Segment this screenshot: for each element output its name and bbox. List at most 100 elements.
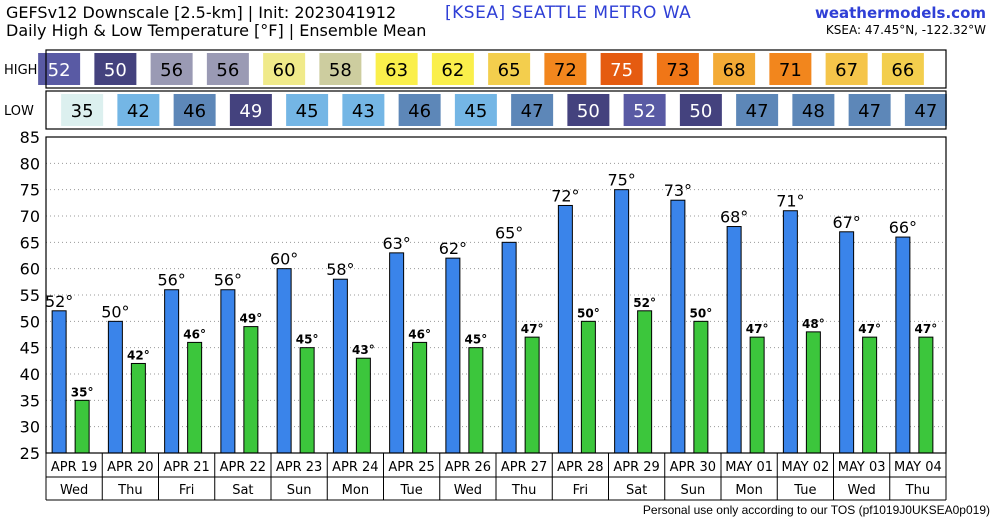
low-value-label: 45°: [296, 333, 319, 347]
low-bar: [580, 320, 596, 454]
high-value-label: 56°: [214, 271, 242, 290]
station-label: [KSEA] SEATTLE METRO WA: [445, 3, 692, 23]
title-line-1: GEFSv12 Downscale [2.5-km] | Init: 20230…: [6, 3, 397, 22]
x-tick-label-date: APR 23: [276, 460, 322, 475]
y-tick-label: 75: [20, 181, 40, 200]
x-tick-label-weekday: Thu: [117, 483, 142, 498]
x-tick-label-date: APR 25: [388, 460, 434, 475]
high-strip-frame: [45, 49, 947, 89]
x-tick-label-weekday: Sun: [287, 483, 312, 498]
x-tick-label-weekday: Thu: [511, 483, 536, 498]
high-bar: [164, 289, 180, 454]
low-cell: [454, 94, 497, 126]
high-cell-value: 56: [216, 60, 239, 81]
low-cell-value: 52: [633, 101, 656, 122]
y-tick-label: 65: [20, 233, 40, 252]
x-tick-label-date: MAY 04: [894, 460, 942, 475]
low-cell: [342, 94, 385, 126]
high-cell-value: 67: [835, 60, 858, 81]
x-tick-label-weekday: Wed: [847, 483, 875, 498]
high-value-label: 71°: [776, 192, 804, 211]
y-tick-label: 85: [20, 128, 40, 147]
high-value-label: 66°: [889, 218, 917, 237]
high-temperature-strip: HIGH 52 50 56 56 60 58 63 62 65 72 75 73 68 71 67 66: [4, 49, 947, 89]
low-value-label: 47°: [746, 322, 769, 336]
y-tick-label: 60: [20, 260, 40, 279]
high-row-label: HIGH: [4, 63, 37, 78]
x-tick-label-date: APR 30: [670, 460, 716, 475]
x-tick-label-weekday: Sat: [232, 483, 253, 498]
high-value-label: 52°: [45, 292, 73, 311]
high-cell-value: 50: [104, 60, 127, 81]
low-bar: [130, 362, 146, 454]
chart-header: GEFSv12 Downscale [2.5-km] | Init: 20230…: [0, 0, 1000, 44]
low-cell: [904, 94, 947, 126]
high-value-label: 65°: [495, 223, 523, 242]
x-tick-label-weekday: Tue: [400, 483, 423, 498]
low-bar: [468, 347, 484, 454]
high-cell: [375, 53, 418, 85]
low-cell-value: 46: [408, 101, 431, 122]
high-cell-value: 52: [48, 60, 71, 81]
plot-area: 25 30 35 40 45 50 55 60 65 70 75 80 85 52° 35° 50° 42° 56…: [20, 128, 947, 501]
low-value-label: 46°: [408, 327, 431, 341]
x-tick-label-date: APR 28: [557, 460, 603, 475]
high-cell: [488, 53, 531, 85]
high-bar: [670, 199, 686, 454]
high-cell: [263, 53, 306, 85]
low-cell: [117, 94, 160, 126]
high-value-label: 62°: [439, 239, 467, 258]
x-tick-label-date: APR 21: [163, 460, 209, 475]
site-link[interactable]: weathermodels.com: [814, 4, 986, 22]
high-cell-value: 58: [329, 60, 352, 81]
low-value-label: 47°: [521, 322, 544, 336]
low-temperature-strip: LOW 35 42 46 49 45 43 46 45 47 50 52 50 47 48 47 47: [4, 90, 947, 130]
high-bar: [501, 241, 517, 454]
x-tick-label-date: APR 24: [332, 460, 378, 475]
y-tick-label: 55: [20, 286, 40, 305]
low-bar: [412, 341, 428, 454]
low-cell-value: 47: [858, 101, 881, 122]
low-cell-value: 45: [464, 101, 487, 122]
low-bar: [243, 326, 259, 454]
low-value-label: 49°: [240, 312, 263, 326]
low-cell-value: 46: [183, 101, 206, 122]
high-bar: [895, 236, 911, 454]
high-bar: [332, 278, 348, 454]
high-cell: [713, 53, 756, 85]
high-cell: [94, 53, 137, 85]
low-cell-value: 50: [689, 101, 712, 122]
x-tick-label-weekday: Tue: [793, 483, 816, 498]
low-cell: [173, 94, 216, 126]
low-value-label: 45°: [465, 333, 488, 347]
high-cell: [825, 53, 868, 85]
high-value-label: 75°: [607, 171, 635, 190]
low-bar: [805, 331, 821, 454]
x-tick-label-weekday: Fri: [179, 483, 195, 498]
low-bar: [187, 341, 203, 454]
low-value-label: 50°: [690, 306, 713, 320]
y-tick-label: 80: [20, 154, 40, 173]
high-bar: [51, 310, 67, 454]
y-tick-label: 50: [20, 312, 40, 331]
y-tick-label: 25: [20, 444, 40, 463]
x-tick-label-date: APR 27: [501, 460, 547, 475]
high-cell: [150, 53, 193, 85]
high-bar: [107, 320, 123, 454]
high-value-label: 58°: [326, 260, 354, 279]
high-cell: [206, 53, 249, 85]
low-bar: [524, 336, 540, 454]
high-value-label: 68°: [720, 208, 748, 227]
high-value-label: 60°: [270, 250, 298, 269]
high-bar: [782, 210, 798, 454]
low-value-label: 47°: [915, 322, 938, 336]
low-bar: [918, 336, 934, 454]
low-cell-value: 47: [521, 101, 544, 122]
high-value-label: 72°: [551, 186, 579, 205]
high-cell-value: 65: [498, 60, 521, 81]
low-bar: [637, 310, 653, 454]
high-cell: [38, 53, 81, 85]
x-tick-label-date: APR 20: [107, 460, 153, 475]
station-coordinates: KSEA: 47.45°N, -122.32°W: [825, 23, 986, 37]
high-cell-value: 68: [723, 60, 746, 81]
